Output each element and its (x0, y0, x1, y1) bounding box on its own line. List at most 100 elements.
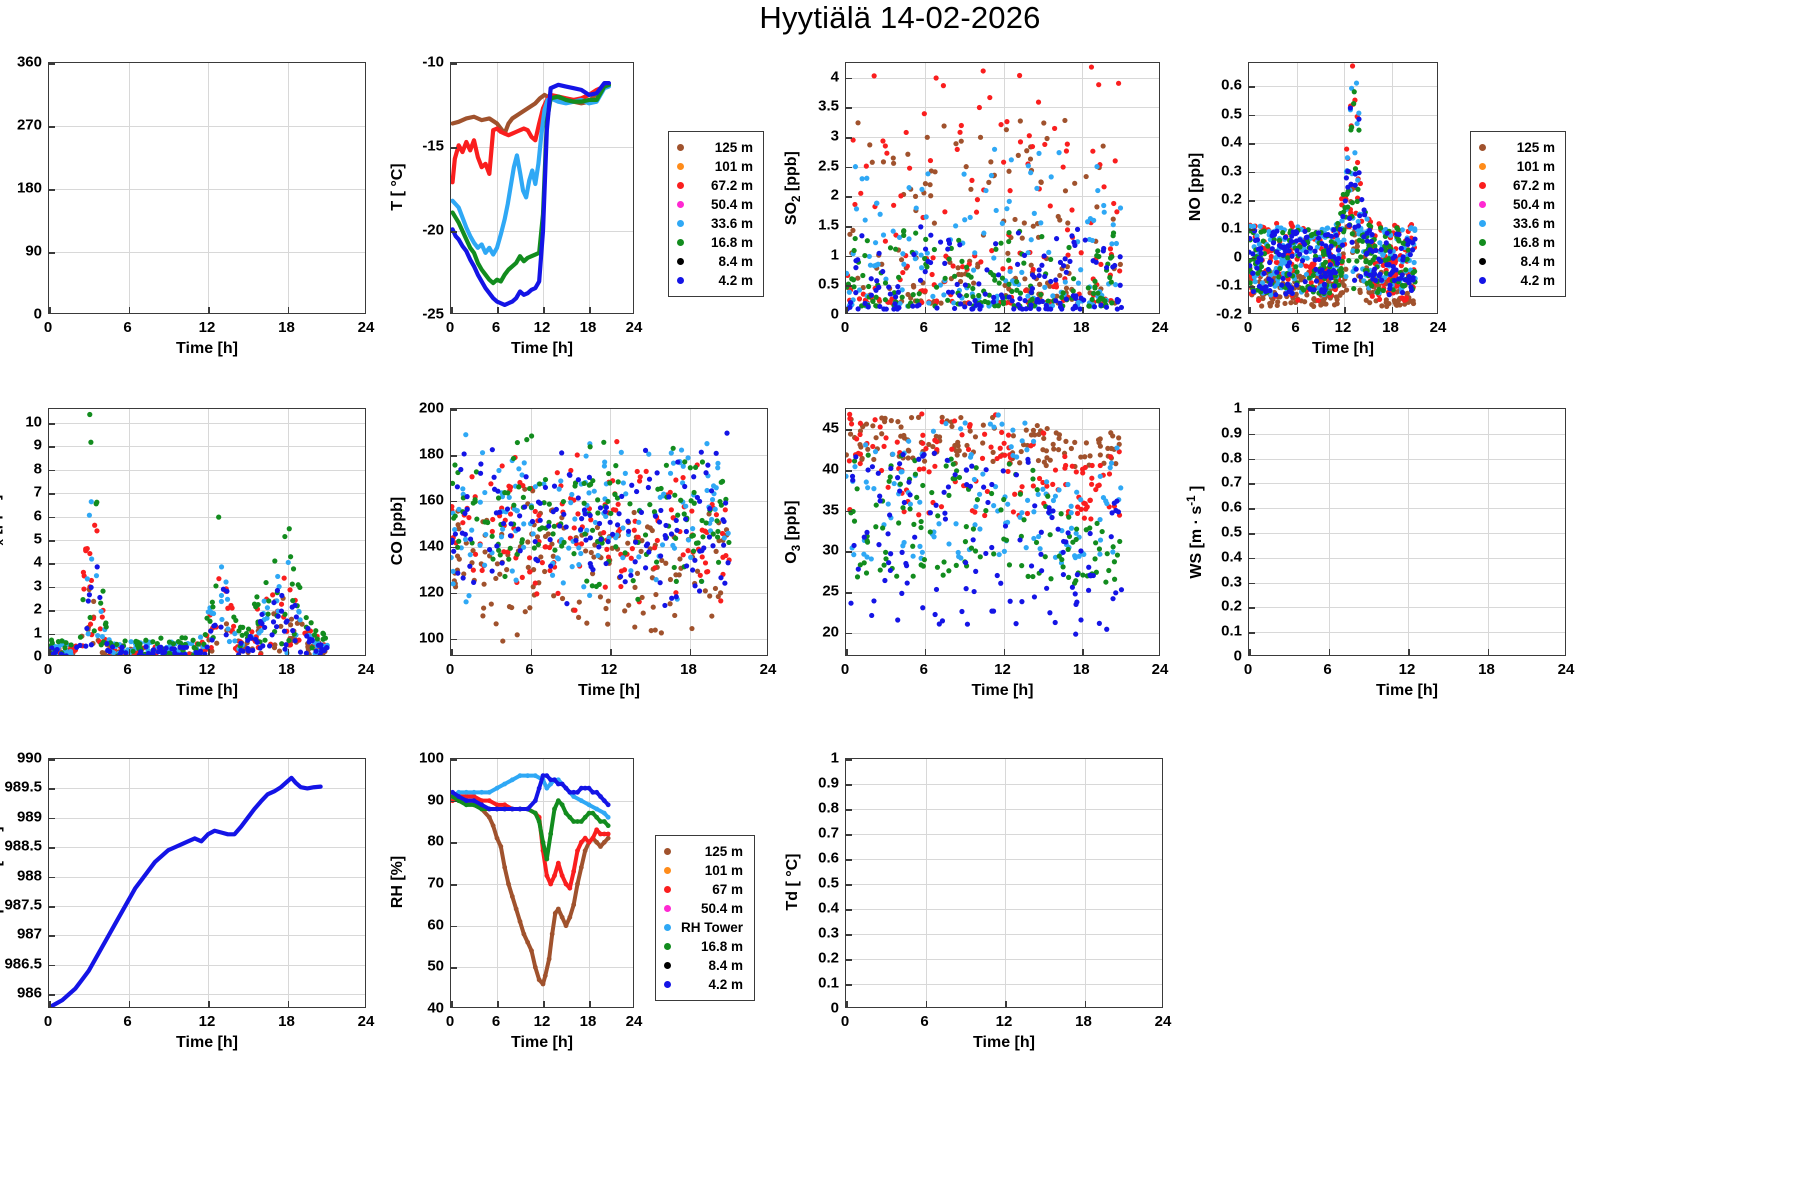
series-point (946, 256, 952, 262)
series-point (223, 621, 230, 627)
series-point (582, 785, 588, 791)
series-point (855, 275, 861, 281)
series-point (946, 541, 952, 547)
series-point (662, 602, 668, 609)
series-point (912, 193, 919, 199)
series-point (1025, 293, 1031, 299)
legend-item[interactable]: 16.8 m (664, 937, 744, 956)
legend-item[interactable]: 101 m (1479, 157, 1555, 176)
series-point (890, 228, 896, 234)
series-point (1062, 279, 1068, 285)
legend-item[interactable]: 8.4 m (677, 252, 753, 271)
series-point (1039, 234, 1045, 240)
gridline-horizontal (49, 126, 365, 127)
series-point (849, 276, 855, 282)
series-point (987, 421, 993, 427)
x-tick-label: 6 (1323, 661, 1332, 678)
series-point (313, 628, 319, 634)
series-point (880, 232, 887, 238)
legend-item[interactable]: 125 m (664, 842, 744, 861)
series-point (1061, 538, 1067, 545)
series-point (1027, 156, 1034, 162)
series-point (1036, 150, 1042, 156)
gridline-horizontal (1249, 85, 1437, 87)
legend-item[interactable]: 4.2 m (677, 271, 753, 290)
legend-item[interactable]: 125 m (1479, 138, 1555, 157)
legend-item[interactable]: 4.2 m (664, 975, 744, 994)
series-point (578, 526, 584, 533)
y-tick-label: 0.7 (1221, 473, 1242, 491)
y-tickmark (846, 984, 852, 986)
x-tickmark (208, 307, 210, 313)
legend-item[interactable]: 67 m (664, 880, 744, 899)
series-point (560, 580, 566, 586)
gridline-horizontal (1249, 433, 1565, 435)
legend-item[interactable]: 8.4 m (664, 956, 744, 975)
legend-item[interactable]: 67.2 m (677, 176, 753, 195)
x-tick-label: 12 (1398, 661, 1416, 678)
series-point (1346, 258, 1352, 264)
legend-item[interactable]: 67.2 m (1479, 176, 1555, 195)
series-point (1101, 209, 1107, 215)
series-point (575, 511, 581, 517)
series-point (1337, 226, 1343, 233)
legend-item[interactable]: 50.4 m (664, 899, 744, 918)
series-point (997, 453, 1004, 459)
series-point (493, 621, 499, 627)
series-point (243, 631, 249, 637)
legend-item[interactable]: 4.2 m (1479, 271, 1555, 290)
series-point (497, 509, 503, 515)
y-tickmark (846, 632, 852, 635)
series-point (564, 601, 570, 607)
legend-item[interactable]: 16.8 m (677, 233, 753, 252)
legend-item[interactable]: 50.4 m (677, 195, 753, 214)
legend-item-label: 4.2 m (708, 977, 743, 992)
series-point (283, 642, 289, 648)
series-point (863, 442, 869, 448)
legend-item[interactable]: 33.6 m (1479, 214, 1555, 233)
series-point (713, 512, 720, 518)
series-point (460, 486, 466, 492)
series-point (1370, 257, 1376, 263)
series-point (1069, 584, 1076, 590)
series-point (980, 422, 986, 428)
series-point (571, 819, 577, 824)
series-point (583, 453, 589, 459)
series-point (1000, 266, 1006, 272)
series-point (1035, 99, 1042, 105)
series-point (1325, 225, 1331, 231)
series-point (255, 601, 261, 608)
y-tick-label: 4 (830, 68, 839, 86)
series-point (292, 602, 298, 608)
series-point (858, 444, 864, 450)
series-point (1068, 510, 1074, 516)
series-point (1067, 258, 1073, 264)
series-point (957, 129, 963, 135)
legend-item[interactable]: 33.6 m (677, 214, 753, 233)
series-point (938, 300, 944, 306)
x-tickmark (1487, 649, 1490, 655)
legend-item[interactable]: 50.4 m (1479, 195, 1555, 214)
gridline-horizontal (49, 252, 365, 253)
series-point (543, 544, 549, 550)
series-point (919, 411, 925, 417)
legend-item[interactable]: RH Tower (664, 918, 744, 937)
legend-item[interactable]: 101 m (677, 157, 753, 176)
legend-item[interactable]: 8.4 m (1479, 252, 1555, 271)
series-point (868, 556, 874, 562)
series-point (490, 516, 496, 523)
series-point (505, 490, 511, 496)
series-point (702, 588, 708, 594)
series-point (1017, 491, 1023, 497)
gridline-vertical (497, 759, 498, 1007)
series-point (978, 259, 984, 265)
series-point (552, 910, 558, 916)
series-point (471, 579, 477, 585)
series-point (1274, 249, 1280, 255)
legend-item[interactable]: 101 m (664, 861, 744, 880)
legend-item[interactable]: 16.8 m (1479, 233, 1555, 252)
series-point (463, 599, 469, 605)
series-point (1069, 233, 1075, 239)
legend-item[interactable]: 125 m (677, 138, 753, 157)
series-point (883, 556, 889, 562)
